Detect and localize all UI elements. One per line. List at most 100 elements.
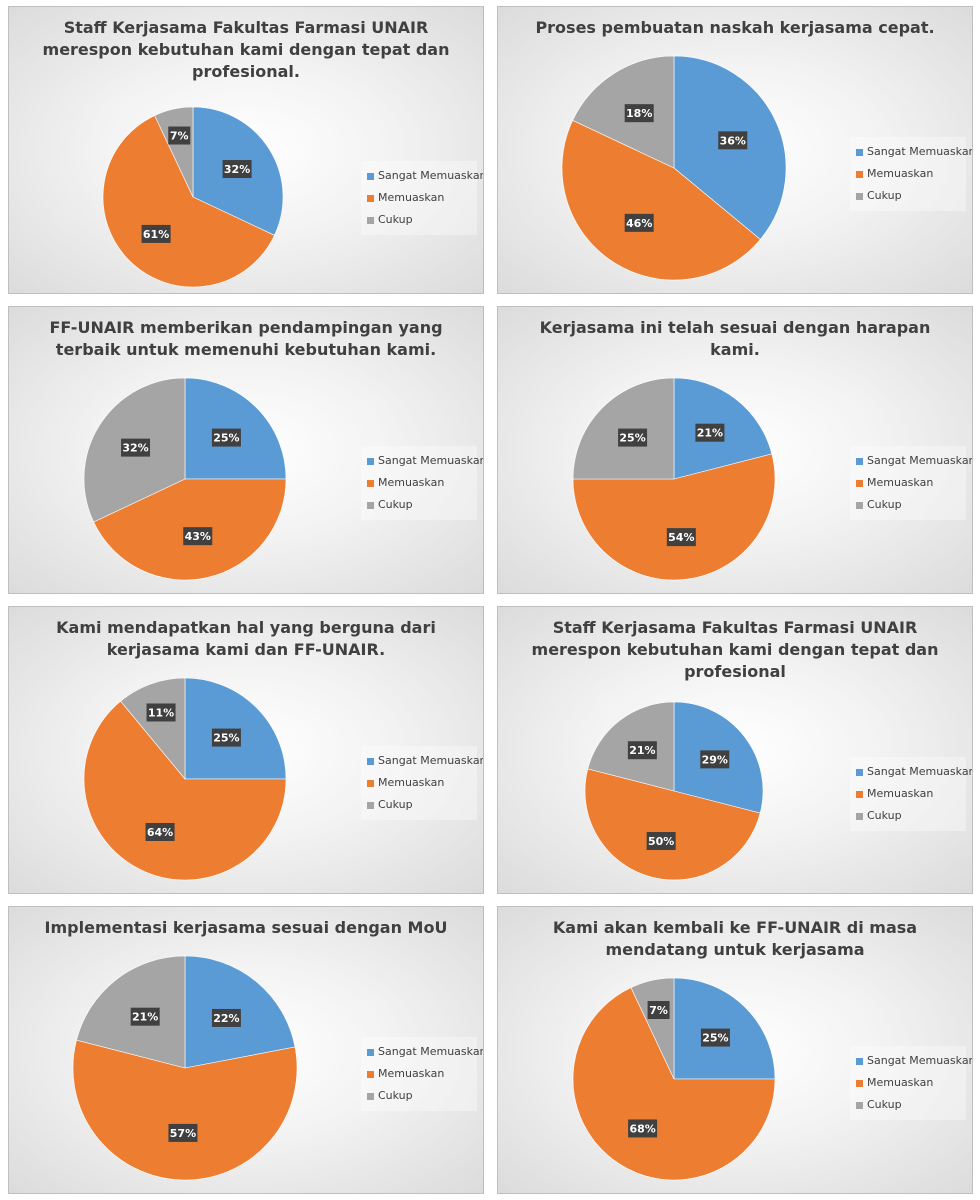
data-label: 36% (718, 131, 748, 150)
data-label-text: 21% (629, 744, 655, 757)
data-label-text: 21% (697, 427, 723, 440)
data-label-text: 50% (648, 835, 674, 848)
legend-label: Memuaskan (378, 476, 445, 489)
legend-label: Sangat Memuaskan (867, 454, 973, 467)
pie-chart: 25% 43% 32% (83, 377, 287, 581)
legend-label: Memuaskan (867, 1076, 934, 1089)
legend-item: Sangat Memuaskan (856, 761, 972, 783)
legend-label: Memuaskan (378, 1067, 445, 1080)
legend-item: Sangat Memuaskan (367, 165, 483, 187)
pie-slice-memuaskan (572, 987, 776, 1181)
chart-panel: Proses pembuatan naskah kerjasama cepat.… (497, 6, 973, 294)
legend-item: Memuaskan (367, 1063, 477, 1085)
legend-label: Memuaskan (867, 167, 934, 180)
legend-label: Cukup (867, 1098, 902, 1111)
data-label: 25% (700, 1028, 730, 1047)
data-label: 18% (624, 104, 654, 123)
data-label-text: 25% (619, 432, 645, 445)
data-label: 46% (624, 213, 654, 232)
data-label-text: 32% (122, 442, 148, 455)
data-label: 57% (168, 1123, 198, 1142)
legend-item: Sangat Memuaskan (367, 1041, 483, 1063)
legend-swatch (367, 194, 374, 202)
data-label: 7% (168, 126, 191, 145)
pie-chart: 25% 64% 11% (83, 677, 287, 881)
legend-item: Memuaskan (367, 187, 477, 209)
legend-swatch (367, 172, 374, 180)
data-label: 21% (695, 423, 725, 442)
legend-item: Memuaskan (367, 772, 477, 794)
data-label-text: 54% (668, 531, 694, 544)
chart-title: Kami akan kembali ke FF-UNAIR di masa me… (552, 918, 918, 959)
legend-label: Memuaskan (867, 787, 934, 800)
chart-panel: FF-UNAIR memberikan pendampingan yang te… (8, 306, 484, 594)
data-label: 25% (211, 428, 241, 447)
legend-item: Memuaskan (856, 472, 966, 494)
legend-item: Cukup (856, 185, 966, 207)
chart-panel: Kami mendapatkan hal yang berguna dari k… (8, 606, 484, 894)
chart-panel: Staff Kerjasama Fakultas Farmasi UNAIR m… (497, 606, 973, 894)
legend: Sangat Memuaskan Memuaskan Cukup (361, 446, 483, 520)
data-label-text: 29% (702, 753, 728, 766)
data-label: 25% (211, 728, 241, 747)
pie-slice-memuaskan (584, 768, 761, 881)
data-label: 43% (183, 527, 213, 546)
data-label-text: 21% (132, 1011, 158, 1024)
data-label-text: 36% (720, 134, 746, 147)
legend-swatch (367, 1070, 374, 1078)
data-label-text: 43% (185, 530, 211, 543)
chart-title: Kerjasama ini telah sesuai dengan harapa… (539, 318, 931, 359)
data-label-text: 57% (170, 1127, 196, 1140)
data-label-text: 25% (213, 432, 239, 445)
legend: Sangat Memuaskan Memuaskan Cukup (361, 746, 483, 820)
legend-label: Memuaskan (378, 191, 445, 204)
legend-item: Sangat Memuaskan (856, 141, 972, 163)
data-label-text: 25% (213, 732, 239, 745)
legend-swatch (856, 1101, 863, 1109)
legend-swatch (367, 801, 374, 809)
data-label: 61% (141, 224, 171, 243)
pie-slice-sangat (673, 977, 776, 1080)
legend-label: Cukup (378, 1089, 413, 1102)
data-label: 50% (646, 831, 676, 850)
pie-chart: 25% 68% 7% (572, 977, 776, 1181)
legend: Sangat Memuaskan Memuaskan Cukup (850, 1046, 972, 1120)
legend-swatch (367, 1048, 374, 1056)
legend-item: Memuaskan (856, 783, 966, 805)
legend-label: Sangat Memuaskan (378, 754, 484, 767)
legend-label: Cukup (867, 189, 902, 202)
pie-slice-memuaskan (561, 119, 761, 281)
legend-label: Sangat Memuaskan (867, 145, 973, 158)
legend-swatch (367, 757, 374, 765)
data-label: 21% (627, 741, 657, 760)
data-label-text: 32% (224, 163, 250, 176)
pie-slice-memuaskan (572, 453, 776, 581)
legend: Sangat Memuaskan Memuaskan Cukup (361, 1037, 483, 1111)
pie-chart: 36% 46% 18% (561, 55, 787, 281)
data-label-text: 7% (649, 1004, 668, 1017)
legend-label: Sangat Memuaskan (378, 454, 484, 467)
data-label: 64% (145, 823, 175, 842)
legend-label: Cukup (867, 809, 902, 822)
legend-item: Cukup (856, 1094, 966, 1116)
pie-chart: 22% 57% 21% (72, 955, 298, 1181)
legend-item: Cukup (856, 494, 966, 516)
chart-panel: Kami akan kembali ke FF-UNAIR di masa me… (497, 906, 973, 1194)
data-label-text: 11% (148, 706, 174, 719)
data-label: 11% (146, 703, 176, 722)
legend-swatch (856, 501, 863, 509)
legend-item: Cukup (367, 209, 477, 231)
data-label: 21% (130, 1007, 160, 1026)
pie-slice-memuaskan (72, 1039, 298, 1181)
data-label-text: 64% (147, 826, 173, 839)
legend-swatch (856, 170, 863, 178)
legend-label: Sangat Memuaskan (867, 1054, 973, 1067)
chart-panel: Implementasi kerjasama sesuai dengan MoU… (8, 906, 484, 1194)
legend-label: Cukup (378, 498, 413, 511)
legend-swatch (856, 457, 863, 465)
data-label: 68% (628, 1119, 658, 1138)
data-label: 25% (618, 428, 648, 447)
data-label-text: 25% (702, 1032, 728, 1045)
legend-item: Sangat Memuaskan (856, 1050, 972, 1072)
legend-swatch (856, 479, 863, 487)
